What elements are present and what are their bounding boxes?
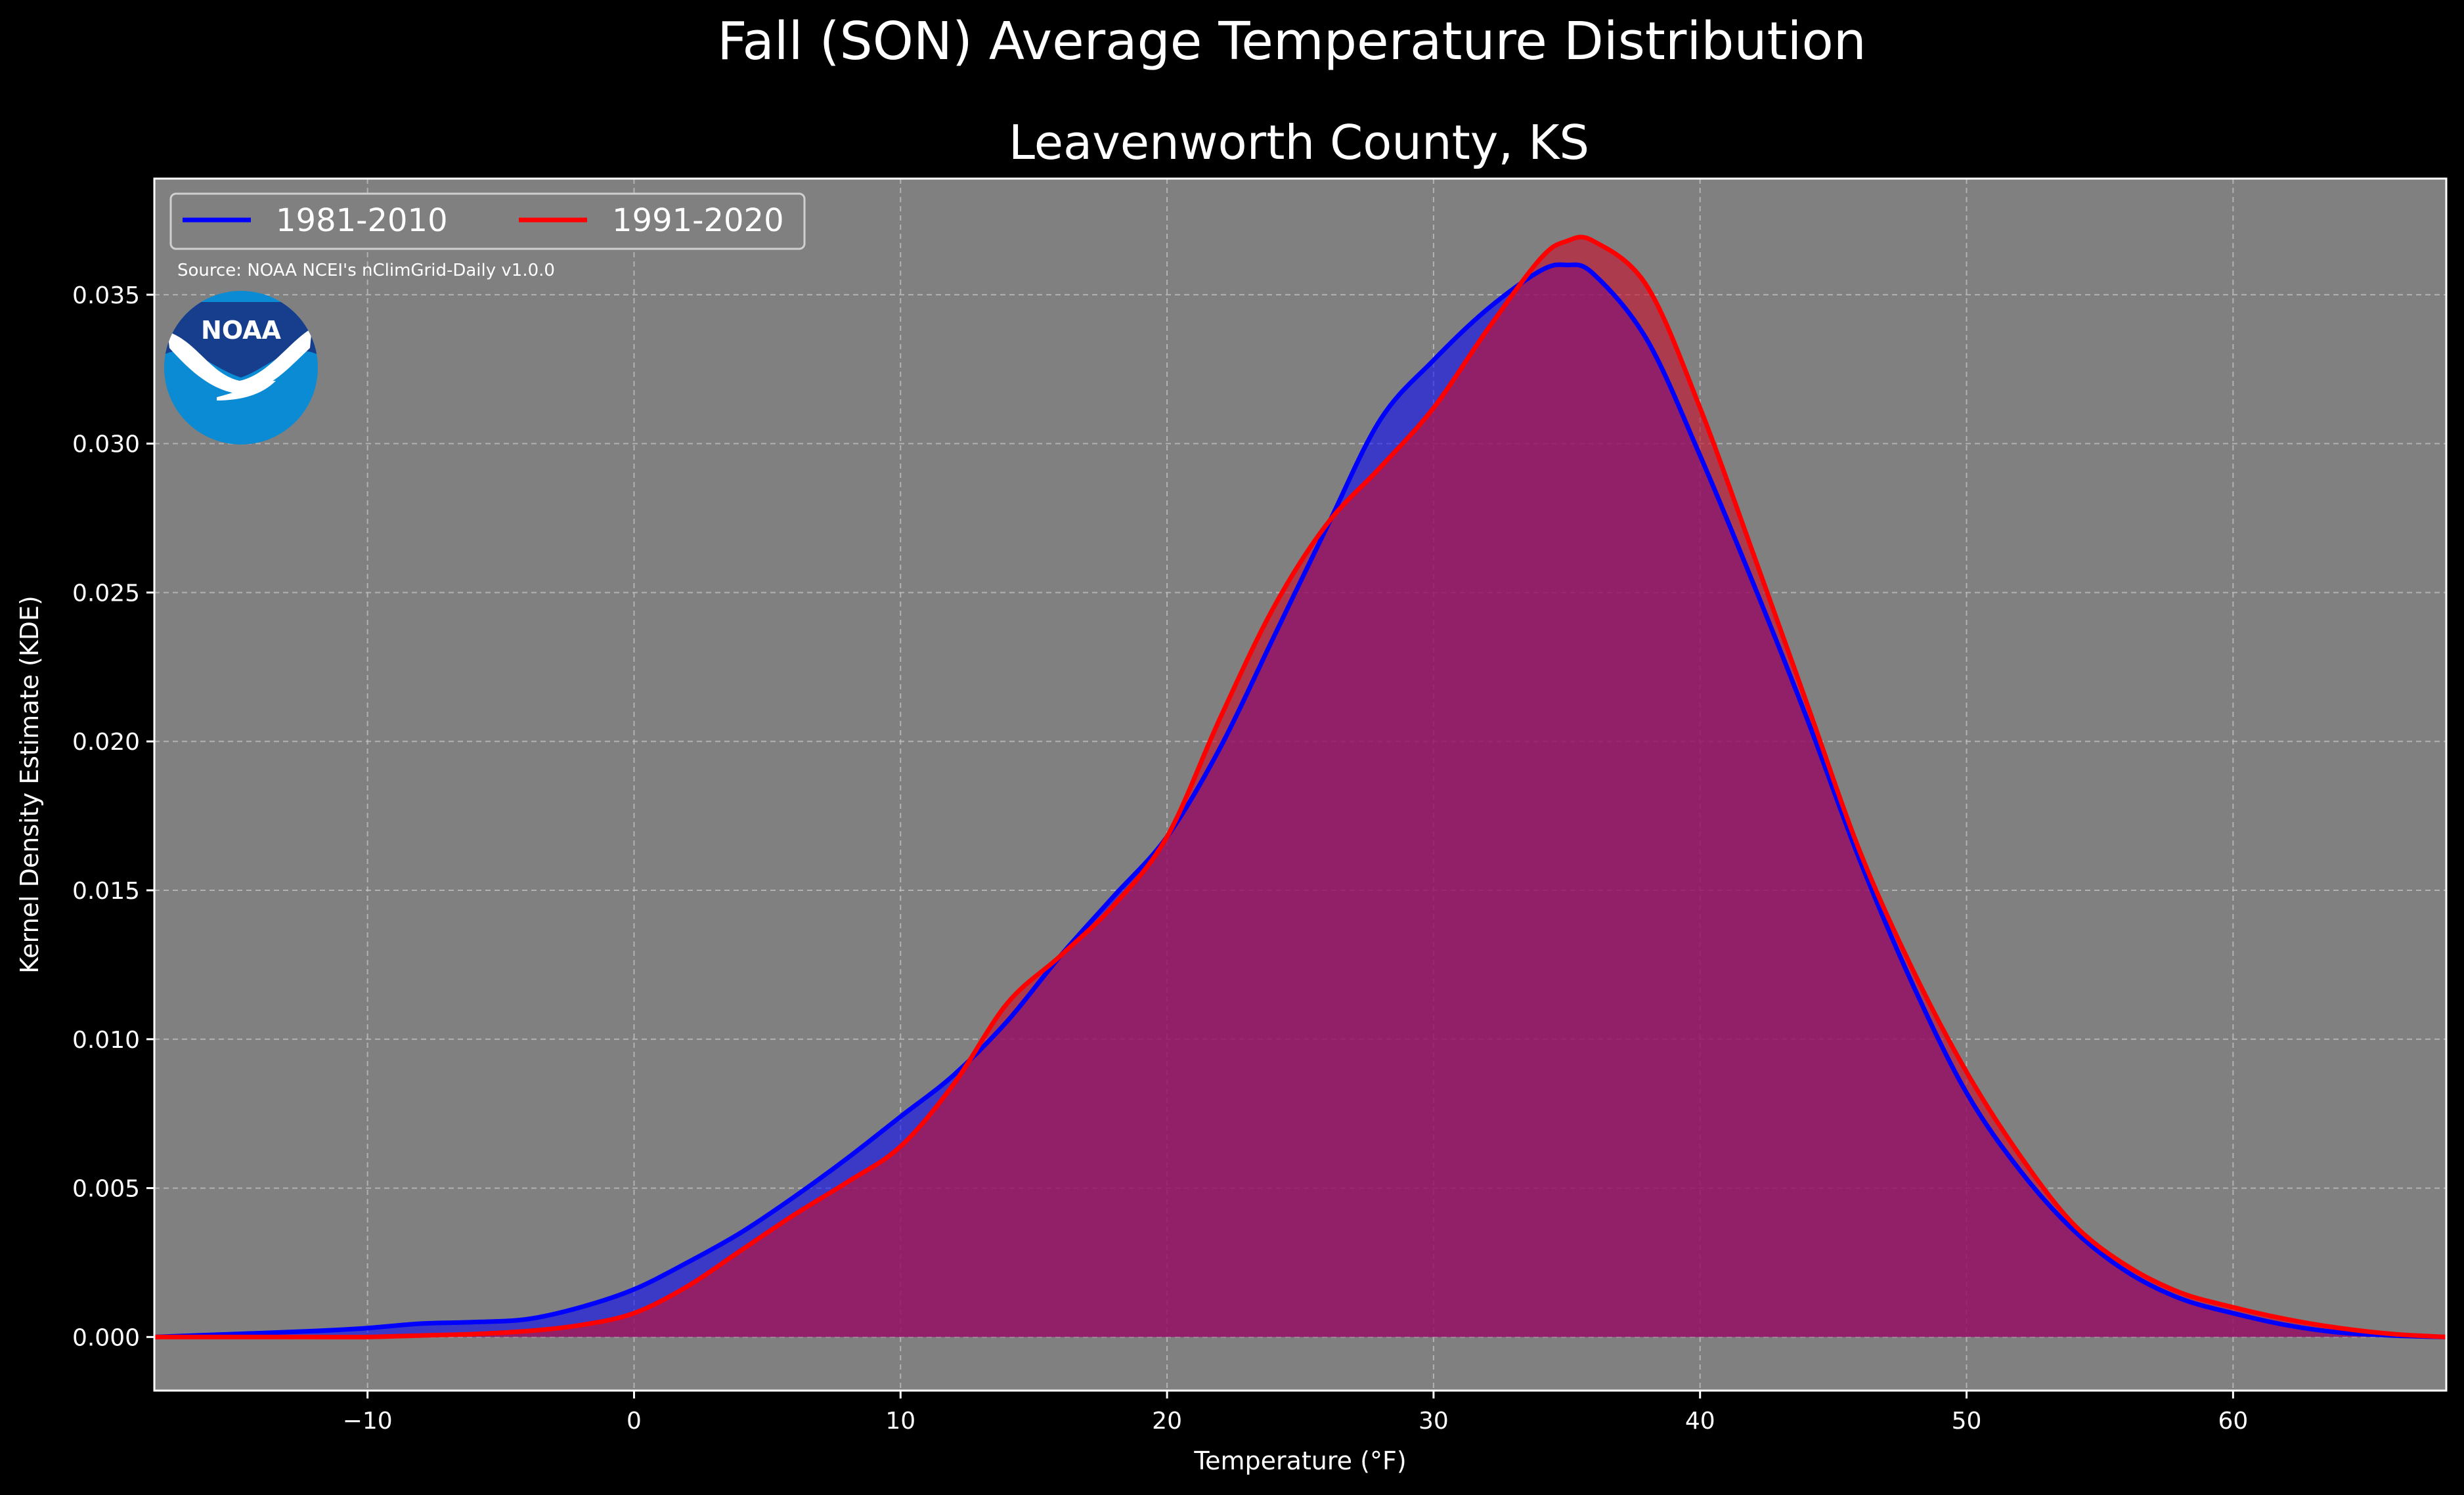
x-tick-label: 30: [1419, 1408, 1449, 1435]
source-annotation: Source: NOAA NCEI's nClimGrid-Daily v1.0…: [177, 261, 555, 280]
y-tick-label: 0.020: [72, 729, 140, 756]
density-areas: [154, 237, 2446, 1337]
y-tick-label: 0.030: [72, 431, 140, 458]
y-tick-label: 0.025: [72, 580, 140, 607]
chart-subtitle: Leavenworth County, KS: [1009, 115, 1589, 170]
x-axis-ticks: −10 0 10 20 30 40 50 60: [343, 1391, 2248, 1435]
y-axis-label: Kernel Density Estimate (KDE): [15, 596, 44, 974]
y-tick-label: 0.035: [72, 282, 140, 309]
line-1981-2010: [154, 262, 2447, 1339]
y-tick-label: 0.005: [72, 1176, 140, 1203]
legend-label-1991-2020: 1991-2020: [612, 202, 784, 239]
x-tick-label: 0: [627, 1408, 642, 1435]
x-tick-label: −10: [343, 1408, 393, 1435]
chart-title: Fall (SON) Average Temperature Distribut…: [717, 11, 1866, 72]
plot-frame: [153, 177, 2448, 1392]
y-tick-label: 0.000: [72, 1324, 140, 1351]
y-tick-label: 0.015: [72, 878, 140, 905]
x-tick-label: 50: [1952, 1408, 1982, 1435]
x-tick-label: 40: [1685, 1408, 1715, 1435]
y-tick-label: 0.010: [72, 1027, 140, 1054]
x-tick-label: 60: [2218, 1408, 2248, 1435]
legend-label-1981-2010: 1981-2010: [276, 202, 448, 239]
area-1991-2020: [154, 237, 2446, 1337]
x-axis-label: Temperature (°F): [1193, 1446, 1406, 1475]
x-tick-label: 10: [885, 1408, 915, 1435]
line-1991-2020: [154, 234, 2447, 1340]
legend: 1981-2010 1991-2020: [169, 192, 806, 250]
noaa-logo-text: NOAA: [201, 316, 281, 345]
legend-box: [169, 192, 806, 250]
x-tick-label: 20: [1152, 1408, 1182, 1435]
density-lines: [154, 234, 2447, 1340]
noaa-logo: NOAA: [164, 291, 318, 444]
y-axis-ticks: 0.000 0.005 0.010 0.015 0.020 0.025 0.030 0.035: [72, 282, 154, 1351]
